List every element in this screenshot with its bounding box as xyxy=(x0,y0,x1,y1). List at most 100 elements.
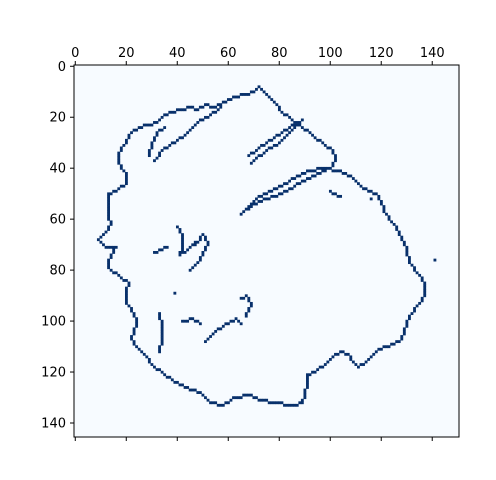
edge-cell xyxy=(270,189,274,193)
edge-cell xyxy=(173,110,177,114)
edge-cell xyxy=(242,210,246,214)
edge-cell xyxy=(385,212,388,216)
edge-cell xyxy=(209,105,212,109)
edge-cell xyxy=(257,200,261,203)
edge-cell xyxy=(321,169,325,173)
edge-cell xyxy=(168,110,172,114)
edge-cell xyxy=(336,194,340,198)
edge-cell xyxy=(201,393,205,397)
edge-cell xyxy=(308,177,312,180)
edge-cell xyxy=(209,113,212,117)
edge-cell xyxy=(204,340,207,344)
edge-cell xyxy=(150,363,154,366)
edge-cell xyxy=(160,327,164,331)
edge-cell xyxy=(331,149,335,152)
edge-cell xyxy=(165,375,169,379)
edge-cell xyxy=(270,98,274,101)
edge-cell xyxy=(272,143,276,147)
edge-cell xyxy=(303,388,307,392)
edge-cell xyxy=(392,222,396,226)
edge-cell xyxy=(219,403,223,407)
edge-cell xyxy=(395,225,399,229)
edge-cell xyxy=(334,154,337,158)
edge-cell xyxy=(313,174,317,178)
edge-cell xyxy=(183,251,187,254)
edge-cell xyxy=(96,238,100,242)
edge-cell xyxy=(181,136,184,140)
edge-cell xyxy=(298,182,302,186)
edge-cell xyxy=(181,245,184,249)
edge-cell xyxy=(252,200,256,203)
edge-cell xyxy=(334,156,337,160)
y-tick-label: 40 xyxy=(49,162,66,177)
edge-cell xyxy=(132,314,136,318)
edge-cell xyxy=(191,243,195,247)
edge-cell xyxy=(181,251,184,254)
edge-cell xyxy=(290,403,294,407)
edge-cell xyxy=(117,156,121,160)
edge-cell xyxy=(193,263,197,267)
edge-cell xyxy=(262,398,266,402)
edge-cell xyxy=(244,207,248,211)
edge-cell xyxy=(306,128,309,132)
edge-cell xyxy=(377,194,381,198)
edge-cell xyxy=(173,291,177,295)
edge-cell xyxy=(244,314,248,318)
edge-cell xyxy=(359,184,363,188)
edge-cell xyxy=(402,332,406,336)
edge-cell xyxy=(224,401,228,405)
edge-cell xyxy=(283,182,286,186)
edge-cell xyxy=(367,189,371,193)
edge-cell xyxy=(107,245,110,249)
edge-cell xyxy=(132,327,136,331)
edge-cell xyxy=(119,164,123,168)
edge-cell xyxy=(124,279,128,282)
edge-cell xyxy=(260,200,263,203)
edge-cell xyxy=(153,136,156,140)
edge-cell xyxy=(293,403,297,407)
edge-cell xyxy=(247,154,251,158)
edge-cell xyxy=(275,187,279,191)
edge-cell xyxy=(239,296,243,300)
edge-cell xyxy=(288,131,292,135)
x-axis-top: 0 20 40 60 80 100 120 140 xyxy=(71,46,445,441)
edge-cell xyxy=(247,307,251,310)
edge-cell xyxy=(237,95,241,99)
edge-cell xyxy=(318,138,322,142)
edge-cell xyxy=(405,245,409,249)
edge-cell xyxy=(102,233,105,237)
edge-cell xyxy=(367,358,371,361)
edge-cell xyxy=(181,240,184,244)
edge-cell xyxy=(280,192,284,196)
edge-cell xyxy=(420,299,424,303)
edge-cell xyxy=(112,189,116,193)
edge-cell xyxy=(339,350,343,354)
edge-cell xyxy=(334,169,337,173)
edge-cell xyxy=(316,138,320,142)
edge-cell xyxy=(132,332,136,336)
edge-cell xyxy=(193,388,197,392)
edge-cell xyxy=(293,121,297,124)
x-tick-label: 60 xyxy=(220,46,237,61)
edge-cell xyxy=(257,146,261,150)
edge-cell xyxy=(181,238,184,242)
edge-cell xyxy=(206,337,210,341)
edge-cell xyxy=(321,365,325,369)
edge-cell xyxy=(272,401,276,405)
edge-cell xyxy=(158,347,161,351)
edge-cell xyxy=(290,128,294,132)
edge-cell xyxy=(204,103,207,107)
edge-cell xyxy=(313,169,317,173)
edge-cell xyxy=(183,108,187,112)
edge-cell xyxy=(191,126,195,129)
edge-cell xyxy=(216,103,220,107)
edge-cell xyxy=(323,169,327,173)
y-tick-label: 60 xyxy=(49,213,66,228)
edge-cell xyxy=(410,312,414,315)
edge-cell xyxy=(275,401,279,405)
edge-cell xyxy=(331,164,335,168)
edge-cell xyxy=(191,266,195,270)
edge-cell xyxy=(326,146,330,150)
edge-cell xyxy=(316,172,320,175)
edge-cell xyxy=(147,358,151,361)
